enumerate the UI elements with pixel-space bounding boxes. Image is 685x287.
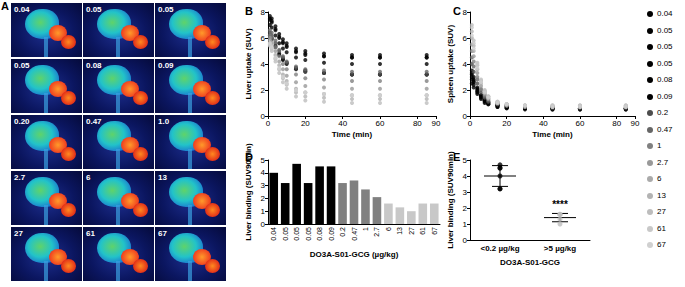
svg-text:4: 4	[261, 168, 266, 177]
svg-text:Spleen uptake (SUV): Spleen uptake (SUV)	[446, 25, 455, 104]
svg-text:0: 0	[462, 111, 467, 121]
html-text:6: 6	[86, 173, 91, 182]
svg-text:1: 1	[261, 207, 266, 216]
html-text:0.05: 0.05	[657, 58, 673, 68]
svg-text:B: B	[245, 5, 253, 17]
html-text:67: 67	[158, 229, 167, 238]
svg-text:6: 6	[385, 227, 392, 231]
svg-text:0.04: 0.04	[270, 227, 277, 241]
svg-text:0: 0	[266, 119, 271, 128]
svg-text:8: 8	[261, 8, 266, 17]
svg-text:5: 5	[261, 156, 266, 165]
svg-text:61: 61	[419, 227, 426, 235]
svg-text:2.7: 2.7	[373, 227, 380, 237]
svg-text:2: 2	[463, 86, 468, 95]
html-text:27: 27	[14, 229, 23, 238]
svg-text:0.08: 0.08	[316, 227, 323, 241]
html-text:1: 1	[657, 141, 662, 150]
svg-text:13: 13	[396, 227, 403, 235]
html-text:0.08: 0.08	[657, 75, 673, 84]
svg-text:4: 4	[463, 60, 468, 69]
html-text:0.47: 0.47	[86, 117, 102, 126]
svg-text:6: 6	[261, 34, 266, 43]
svg-text:90: 90	[631, 119, 640, 128]
html-text:2.7: 2.7	[14, 173, 26, 182]
svg-text:Time (min): Time (min)	[332, 130, 373, 139]
svg-text:27: 27	[408, 227, 415, 235]
svg-text:2: 2	[261, 86, 266, 95]
svg-text:DO3A-S01-GCG: DO3A-S01-GCG	[500, 258, 560, 267]
svg-text:40: 40	[539, 119, 548, 128]
svg-text:2: 2	[261, 194, 266, 203]
svg-text:E: E	[453, 151, 460, 163]
svg-text:0: 0	[463, 236, 468, 245]
html-text:0.05: 0.05	[158, 5, 174, 14]
html-text:0.09: 0.09	[158, 61, 174, 70]
html-text:0.47: 0.47	[657, 124, 673, 134]
html-text:61: 61	[86, 229, 95, 238]
svg-text:0: 0	[261, 220, 266, 229]
html-text:1.0: 1.0	[158, 117, 170, 126]
html-text:0.09: 0.09	[657, 91, 673, 101]
html-text:0.04: 0.04	[657, 9, 673, 18]
html-text:6: 6	[657, 174, 662, 183]
html-text:0.05: 0.05	[657, 42, 673, 51]
svg-text:D: D	[245, 151, 253, 163]
svg-text:20: 20	[301, 119, 310, 128]
html-text:0.04: 0.04	[14, 5, 30, 14]
svg-text:60: 60	[576, 119, 585, 128]
svg-text:4: 4	[261, 60, 266, 69]
svg-text:3: 3	[463, 188, 468, 197]
svg-text:0.05: 0.05	[282, 227, 289, 241]
svg-text:0.05: 0.05	[293, 227, 300, 241]
svg-text:0.05: 0.05	[305, 227, 312, 241]
svg-text:4: 4	[463, 172, 468, 181]
svg-text:Liver binding (SUV90min): Liver binding (SUV90min)	[446, 151, 455, 249]
svg-text:5: 5	[463, 156, 468, 165]
html-text:0.20: 0.20	[14, 117, 30, 126]
svg-text:67: 67	[431, 227, 438, 235]
svg-text:Liver uptake (SUV): Liver uptake (SUV)	[244, 28, 253, 99]
svg-text:6: 6	[463, 34, 468, 43]
svg-text:0.09: 0.09	[328, 227, 335, 241]
svg-text:1: 1	[362, 227, 369, 231]
svg-text:40: 40	[338, 119, 347, 128]
html-text:0.05: 0.05	[14, 61, 30, 70]
html-text:0.2: 0.2	[657, 108, 669, 117]
svg-text:20: 20	[502, 119, 511, 128]
svg-text:60: 60	[376, 119, 385, 128]
svg-text:90: 90	[432, 119, 441, 128]
html-text:2.7: 2.7	[657, 157, 669, 167]
html-text:67: 67	[657, 240, 666, 249]
html-text:0.08: 0.08	[86, 61, 102, 70]
svg-text:0.47: 0.47	[351, 227, 358, 241]
html-text:0.05: 0.05	[86, 5, 102, 14]
svg-text:C: C	[453, 5, 461, 17]
svg-text:Time (min): Time (min)	[532, 130, 573, 139]
html-text:13: 13	[158, 173, 167, 182]
svg-text:3: 3	[261, 181, 266, 190]
html-text:27: 27	[657, 207, 666, 216]
svg-text:8: 8	[463, 8, 468, 17]
svg-text:1: 1	[463, 220, 468, 229]
svg-text:Liver binding (SUV90min): Liver binding (SUV90min)	[244, 143, 253, 241]
svg-text:2: 2	[463, 204, 468, 213]
svg-text:<0.2 µg/kg: <0.2 µg/kg	[480, 244, 519, 253]
svg-text:80: 80	[612, 119, 621, 128]
svg-text:0: 0	[260, 111, 265, 121]
html-text:13: 13	[657, 190, 666, 200]
svg-text:0: 0	[468, 119, 473, 128]
svg-text:****: ****	[552, 199, 568, 210]
svg-text:0.2: 0.2	[339, 227, 346, 237]
svg-text:>5 µg/kg: >5 µg/kg	[544, 244, 577, 253]
svg-text:80: 80	[413, 119, 422, 128]
html-text:61: 61	[657, 223, 666, 233]
html-text:0.05: 0.05	[657, 25, 673, 35]
html-text:A: A	[1, 0, 9, 12]
svg-text:DO3A-S01-GCG (µg/kg): DO3A-S01-GCG (µg/kg)	[310, 250, 399, 259]
